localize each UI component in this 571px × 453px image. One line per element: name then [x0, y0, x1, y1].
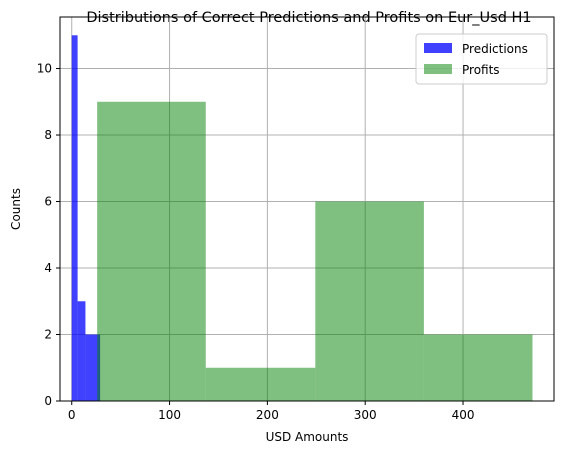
legend-swatch-predictions [424, 43, 452, 53]
legend-label-profits: Profits [462, 63, 500, 77]
y-tick-label: 2 [44, 328, 52, 342]
predictions-bar [71, 35, 78, 402]
y-tick-label: 0 [44, 394, 52, 408]
profits-bar [423, 334, 533, 401]
legend-swatch-profits [424, 64, 452, 74]
profits-bar [315, 201, 424, 401]
chart-title: Distributions of Correct Predictions and… [86, 10, 531, 26]
y-tick-label: 10 [37, 62, 52, 76]
x-tick-label: 400 [452, 408, 475, 422]
y-tick-label: 8 [44, 128, 52, 142]
legend-label-predictions: Predictions [462, 42, 528, 56]
x-tick-label: 200 [256, 408, 279, 422]
axis-ticks: 0 100 200 300 400 0 2 4 6 8 10 [37, 62, 475, 422]
x-axis-label: USD Amounts [266, 430, 349, 444]
predictions-bar [85, 334, 101, 401]
profits-bar [205, 367, 316, 401]
profits-bar [97, 101, 206, 401]
predictions-bar [77, 301, 86, 401]
y-axis-label: Counts [9, 188, 23, 230]
x-tick-label: 0 [68, 408, 76, 422]
y-tick-label: 4 [44, 261, 52, 275]
x-tick-label: 300 [354, 408, 377, 422]
y-tick-label: 6 [44, 195, 52, 209]
plot-frame [59, 16, 555, 402]
legend: Predictions Profits [415, 33, 548, 85]
x-tick-label: 100 [158, 408, 181, 422]
histogram-bars [71, 35, 533, 402]
